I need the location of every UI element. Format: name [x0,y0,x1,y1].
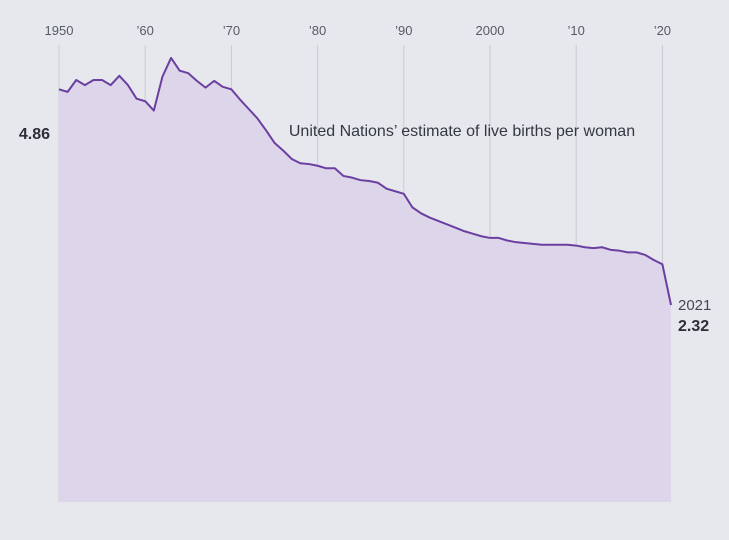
x-tick-label-2020: ’20 [654,23,671,38]
fertility-line [58,56,672,306]
x-tick-label-2000: 2000 [476,23,505,38]
chart-annotation: United Nations’ estimate of live births … [289,123,635,140]
x-axis-tick-labels: 1950 ’60 ’70 ’80 ’90 2000 ’10 ’20 [45,23,672,38]
end-year-label: 2021 [678,297,711,314]
fertility-area [59,57,671,503]
x-tick-label-2010: ’10 [568,23,585,38]
x-tick-label-1960: ’60 [137,23,154,38]
end-value-label: 2.32 [678,318,709,335]
x-tick-label-1990: ’90 [395,23,412,38]
x-tick-label-1970: ’70 [223,23,240,38]
x-tick-label-1980: ’80 [309,23,326,38]
start-value-label: 4.86 [19,126,50,143]
x-tick-label-1950: 1950 [45,23,74,38]
